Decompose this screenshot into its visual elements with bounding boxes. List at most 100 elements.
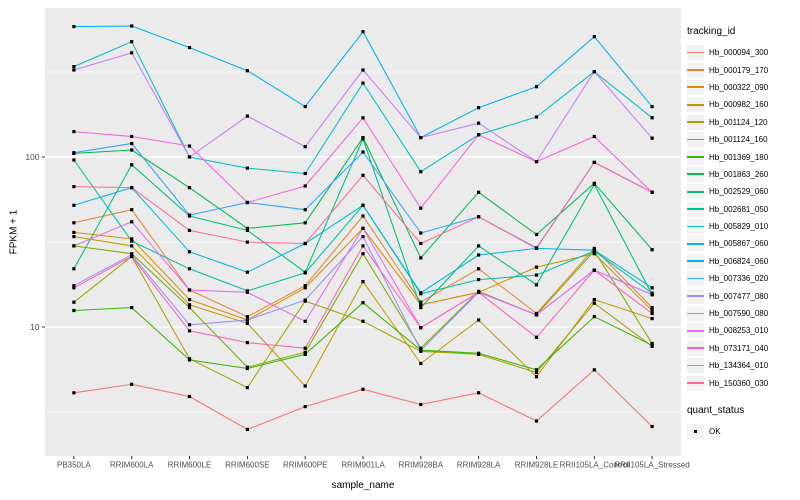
legend-key-swatch [687, 288, 704, 304]
data-point-Hb_001124_160 [303, 350, 307, 354]
x-tick-label: RRIM600PE [283, 461, 327, 470]
data-point-Hb_000322_090 [650, 308, 654, 313]
legend-key-swatch [687, 79, 704, 95]
data-point-Hb_005867_060 [361, 203, 365, 207]
legend-item-label: Hb_007336_020 [709, 274, 769, 284]
data-point-Hb_001863_260 [419, 256, 423, 260]
data-point-Hb_000322_090 [592, 252, 596, 256]
data-point-Hb_000179_170 [650, 306, 654, 310]
legend: tracking_id Hb_000094_300 Hb_000179_170 Hb… [687, 26, 799, 440]
legend-key-swatch [687, 219, 704, 235]
data-point-Hb_001863_260 [303, 221, 307, 225]
data-point-Hb_008253_010 [130, 220, 134, 224]
legend-color-line-icon [687, 312, 704, 315]
legend-key-swatch [687, 184, 704, 200]
legend-key-swatch [687, 375, 704, 391]
legend-key-swatch [687, 201, 704, 217]
data-point-Hb_001863_260 [477, 190, 481, 194]
data-point-Hb_007477_080 [419, 348, 423, 352]
data-point-Hb_007590_080 [130, 51, 134, 55]
legend-key-swatch [687, 114, 704, 130]
data-point-Hb_007590_080 [592, 70, 596, 74]
legend-item-label: Hb_073171_040 [709, 343, 769, 353]
data-point-Hb_073171_040 [245, 200, 249, 205]
data-point-Hb_073171_040 [361, 116, 365, 120]
legend-color-line-icon [687, 242, 704, 245]
data-point-Hb_000982_160 [361, 280, 365, 284]
data-point-Hb_001369_180 [303, 352, 307, 356]
x-tick-label: RRIM600LE [168, 461, 212, 470]
legend-item-Hb_007477_080: Hb_007477_080 [687, 287, 799, 304]
legend-color-line-icon [687, 121, 704, 123]
data-point-Hb_134364_010 [130, 254, 134, 259]
data-point-Hb_005867_060 [245, 270, 249, 274]
data-point-Hb_073171_040 [130, 134, 134, 139]
data-point-Hb_000094_300 [419, 402, 423, 407]
data-point-Hb_008253_010 [361, 226, 365, 230]
legend-item-Hb_001863_260: Hb_001863_260 [687, 166, 799, 183]
data-point-Hb_000982_160 [187, 303, 192, 307]
legend-color-line-icon [687, 190, 704, 193]
legend-item-Hb_000179_170: Hb_000179_170 [687, 61, 799, 78]
legend-item-label: Hb_000982_160 [709, 100, 769, 110]
legend-key-swatch [687, 358, 704, 374]
data-point-Hb_008253_010 [534, 313, 539, 317]
data-point-Hb_150360_030 [477, 215, 481, 219]
legend-item-label: Hb_007590_080 [709, 309, 769, 319]
data-point-Hb_001369_180 [477, 351, 481, 355]
data-point-Hb_006824_060 [477, 106, 481, 110]
data-point-Hb_002529_060 [534, 283, 539, 287]
data-point-Hb_000322_090 [419, 303, 423, 307]
legend-item-Hb_150360_030: Hb_150360_030 [687, 374, 799, 391]
legend-item-label: Hb_000179_170 [709, 65, 769, 75]
legend-item-label: Hb_002529_060 [709, 187, 769, 197]
data-point-Hb_005829_010 [534, 115, 539, 119]
legend-item-Hb_001369_180: Hb_001369_180 [687, 148, 799, 165]
data-point-Hb_000094_300 [592, 368, 596, 372]
data-point-Hb_002529_060 [72, 267, 76, 271]
data-point-Hb_002529_060 [361, 137, 365, 141]
legend-item-label: Hb_002681_050 [709, 204, 769, 214]
data-point-Hb_007590_080 [361, 68, 365, 72]
data-point-Hb_001124_160 [361, 252, 365, 256]
data-point-Hb_000982_160 [477, 318, 481, 322]
data-point-Hb_001369_180 [361, 301, 365, 305]
data-point-Hb_007590_080 [187, 155, 192, 159]
data-point-Hb_000982_160 [245, 321, 249, 325]
legend-key-swatch [687, 306, 704, 322]
data-point-Hb_000982_160 [303, 384, 307, 388]
legend-item-Hb_006824_060: Hb_006824_060 [687, 253, 799, 270]
data-point-Hb_000094_300 [303, 405, 307, 409]
data-point-Hb_002681_050 [130, 239, 134, 243]
x-tick-label: RRIM928LA [457, 461, 501, 470]
data-point-Hb_008253_010 [303, 319, 307, 323]
data-point-Hb_005867_060 [72, 203, 76, 207]
legend-item-Hb_000982_160: Hb_000982_160 [687, 96, 799, 113]
legend-item-label: Hb_007477_080 [709, 291, 769, 301]
data-point-Hb_001124_160 [187, 306, 192, 310]
legend-item-Hb_002529_060: Hb_002529_060 [687, 183, 799, 200]
data-point-Hb_000322_090 [303, 286, 307, 290]
data-point-Hb_000982_160 [592, 298, 596, 302]
legend-item-label: Hb_006824_060 [709, 256, 769, 266]
data-point-Hb_001863_260 [187, 186, 192, 190]
legend-item-label: Hb_005867_060 [709, 239, 769, 249]
data-point-Hb_150360_030 [130, 186, 134, 190]
data-point-Hb_001124_120 [361, 319, 365, 323]
legend-color-line-icon [687, 138, 704, 141]
y-tick-label: 10 [30, 322, 40, 332]
data-point-Hb_000094_300 [130, 382, 134, 386]
tracking-id-legend-items: Hb_000094_300 Hb_000179_170 Hb_000322_090 H… [687, 44, 799, 392]
legend-item-label: OK [709, 427, 721, 436]
data-point-Hb_001369_180 [187, 358, 192, 362]
data-point-Hb_073171_040 [187, 144, 192, 148]
legend-key-swatch [687, 62, 704, 78]
data-point-Hb_001369_180 [534, 368, 539, 372]
data-point-Hb_150360_030 [534, 246, 539, 250]
data-point-Hb_007477_080 [245, 318, 249, 322]
data-point-Hb_001369_180 [245, 366, 249, 371]
legend-color-line-icon [687, 208, 704, 210]
x-tick-label: RRII105LA_Control [560, 461, 630, 470]
quant-status-legend-items: OK [687, 423, 799, 440]
data-point-Hb_000094_300 [187, 394, 192, 399]
